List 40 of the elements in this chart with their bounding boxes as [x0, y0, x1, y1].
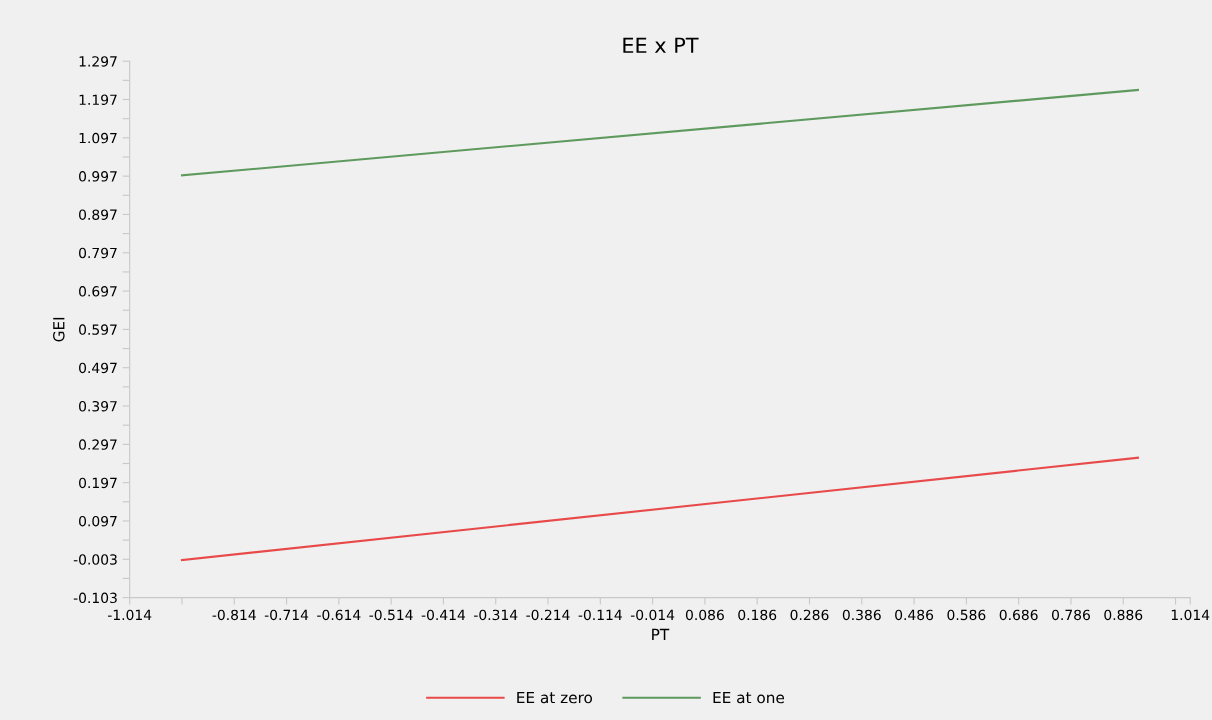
y-tick-label: 1.297	[79, 56, 117, 67]
x-tick-label: -0.214	[526, 609, 570, 621]
x-tick-label: -0.114	[578, 609, 622, 621]
x-tick-label: -1.014	[107, 609, 152, 621]
legend-label: EE at zero	[517, 691, 593, 704]
x-tick-label: 0.086	[685, 609, 724, 621]
y-tick-label: 0.297	[79, 439, 117, 450]
legend-label: EE at one	[713, 691, 785, 704]
x-tick-label: 1.014	[1171, 609, 1210, 621]
y-tick-label: 0.097	[79, 515, 117, 527]
y-tick-label: 0.897	[79, 209, 117, 220]
x-tick-label: -0.314	[474, 609, 518, 621]
x-tick-label: 0.386	[842, 609, 881, 621]
x-tick-label: 0.486	[895, 609, 934, 621]
y-tick-label: 0.997	[79, 171, 117, 182]
x-tick-label: -0.414	[421, 609, 466, 621]
y-tick-label: 0.397	[79, 401, 117, 412]
y-tick-label: 0.497	[79, 362, 117, 374]
x-tick-label: 0.686	[999, 609, 1038, 621]
y-tick-label: 0.197	[79, 477, 117, 489]
x-tick-label: -0.814	[212, 609, 256, 621]
y-tick-label: 1.097	[79, 132, 117, 144]
x-tick-label: -0.514	[369, 609, 413, 621]
y-tick-label: -0.103	[73, 592, 117, 604]
y-tick-label: -0.003	[73, 554, 117, 565]
x-tick-label: 0.786	[1051, 609, 1090, 621]
y-tick-label: 0.697	[79, 286, 117, 297]
chart-title: EE x PT	[623, 37, 699, 53]
y-axis-title: GEI	[53, 317, 65, 342]
x-tick-label: 0.886	[1104, 609, 1143, 621]
y-tick-label: 0.797	[79, 247, 117, 259]
x-tick-label: 0.286	[790, 609, 829, 621]
x-tick-label: 0.186	[738, 609, 777, 621]
x-tick-label: -0.014	[630, 609, 675, 621]
x-tick-label: -0.614	[317, 609, 361, 621]
x-tick-label: -0.714	[264, 609, 309, 621]
y-tick-label: 0.597	[79, 324, 117, 335]
x-tick-label: 0.586	[947, 609, 986, 621]
x-axis-title: PT	[652, 628, 670, 641]
y-tick-label: 1.197	[79, 94, 117, 105]
